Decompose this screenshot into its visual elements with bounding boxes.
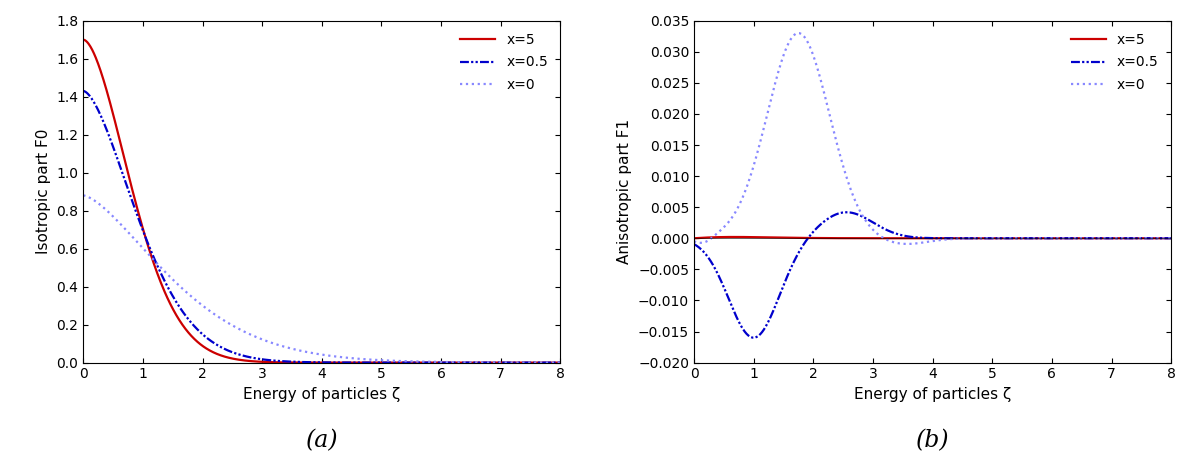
x=0.5 <box>839 209 854 215</box>
x=5 <box>964 235 979 241</box>
x=0 <box>716 225 730 230</box>
x=0 <box>792 30 806 36</box>
x=0 <box>687 239 702 244</box>
x=5 <box>366 360 380 365</box>
x=5 <box>1050 235 1064 241</box>
x=5 <box>380 360 395 365</box>
Y-axis label: Isotropic part F0: Isotropic part F0 <box>36 129 51 254</box>
Text: (a): (a) <box>306 429 338 452</box>
x=0.5 <box>977 235 992 241</box>
x=0 <box>1164 235 1178 241</box>
x=5 <box>438 360 452 365</box>
x=0 <box>977 235 992 241</box>
Legend: x=5, x=0.5, x=0: x=5, x=0.5, x=0 <box>454 28 553 97</box>
x=5 <box>977 235 992 241</box>
x=5 <box>553 360 567 365</box>
x=5 <box>992 235 1006 241</box>
x=0.5 <box>992 235 1006 241</box>
x=0 <box>900 241 914 246</box>
x=0 <box>76 193 90 198</box>
Legend: x=5, x=0.5, x=0: x=5, x=0.5, x=0 <box>1065 28 1164 97</box>
x=5 <box>487 360 502 365</box>
x=0.5 <box>76 88 90 94</box>
x=0.5 <box>353 360 367 365</box>
x=0.5 <box>553 360 567 365</box>
x=5 <box>726 234 741 240</box>
x=0 <box>366 357 380 363</box>
x=0.5 <box>380 360 395 365</box>
x=5 <box>106 109 120 115</box>
x=0 <box>1099 235 1113 241</box>
X-axis label: Energy of particles ζ: Energy of particles ζ <box>854 387 1011 402</box>
x=0 <box>992 235 1006 241</box>
x=0.5 <box>1050 235 1064 241</box>
x=0.5 <box>438 360 452 365</box>
Line: x=5: x=5 <box>83 39 560 363</box>
x=0 <box>106 213 120 218</box>
Line: x=0.5: x=0.5 <box>694 212 1171 338</box>
Line: x=0: x=0 <box>83 196 560 363</box>
x=0 <box>438 359 452 365</box>
x=0.5 <box>687 241 702 247</box>
x=5 <box>353 360 367 365</box>
x=5 <box>76 37 90 42</box>
x=0 <box>553 360 567 365</box>
Y-axis label: Anisotropic part F1: Anisotropic part F1 <box>617 119 633 264</box>
x=0 <box>380 358 395 363</box>
x=0.5 <box>965 235 980 241</box>
x=0.5 <box>487 360 502 365</box>
x=0.5 <box>716 283 730 289</box>
x=0.5 <box>106 142 120 148</box>
x=0.5 <box>747 335 761 341</box>
x=5 <box>687 235 702 241</box>
Text: (b): (b) <box>916 429 949 452</box>
x=5 <box>1164 235 1178 241</box>
x=0 <box>487 360 502 365</box>
x=0.5 <box>1164 235 1178 241</box>
x=0 <box>1050 235 1064 241</box>
x=0 <box>965 235 980 241</box>
x=5 <box>1099 235 1113 241</box>
x=0 <box>353 356 367 362</box>
x=0.5 <box>366 360 380 365</box>
x=5 <box>716 234 730 240</box>
Line: x=5: x=5 <box>694 237 1171 238</box>
X-axis label: Energy of particles ζ: Energy of particles ζ <box>244 387 401 402</box>
Line: x=0.5: x=0.5 <box>83 91 560 363</box>
Line: x=0: x=0 <box>694 33 1171 244</box>
x=0.5 <box>1099 235 1113 241</box>
